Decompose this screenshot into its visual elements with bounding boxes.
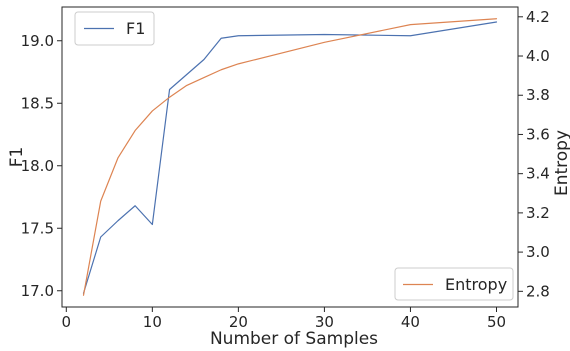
y-right-tick-label: 3.2 [526,204,550,222]
x-tick-label: 30 [315,313,334,331]
x-axis: 0 10 20 30 40 50 [62,307,506,331]
series-layer [82,18,498,296]
series-line-f1 [82,21,498,294]
y-axis-left-label: F1 [7,147,27,168]
y-right-tick-label: 3.4 [526,165,550,183]
legend-entropy: Entropy [394,267,514,301]
x-tick-label: 10 [143,313,162,331]
plot-border [61,6,519,308]
y-left-tick-label: 17.5 [21,219,54,237]
x-tick-label: 0 [62,313,72,331]
legend-f1: F1 [74,11,155,46]
y-axis-right: 2.8 3.0 3.2 3.4 3.6 3.8 4.0 4.2 [518,8,550,300]
x-axis-label: Number of Samples [210,329,378,349]
legend-f1-box [74,11,155,46]
y-right-tick-label: 3.0 [526,243,550,261]
y-left-tick-label: 19.0 [21,32,54,50]
y-right-tick-label: 3.6 [526,125,550,143]
y-right-tick-label: 4.0 [526,47,550,65]
y-axis-left: 17.0 17.5 18.0 18.5 19.0 [21,32,62,300]
x-tick-label: 20 [229,313,248,331]
legend-entropy-box [394,267,514,301]
legend-entropy-label: Entropy [445,275,507,294]
y-right-tick-label: 2.8 [526,282,550,300]
x-tick-label: 40 [401,313,420,331]
y-left-tick-label: 18.5 [21,94,54,112]
x-tick-label: 50 [487,313,506,331]
y-left-tick-label: 17.0 [21,282,54,300]
y-axis-right-label: Entropy [552,130,570,196]
series-line-entropy [82,18,498,296]
plot-frame [61,6,519,308]
y-right-tick-label: 3.8 [526,86,550,104]
y-right-tick-label: 4.2 [526,8,550,26]
y-left-tick-label: 18.0 [21,157,54,175]
legend-f1-label: F1 [126,19,145,38]
